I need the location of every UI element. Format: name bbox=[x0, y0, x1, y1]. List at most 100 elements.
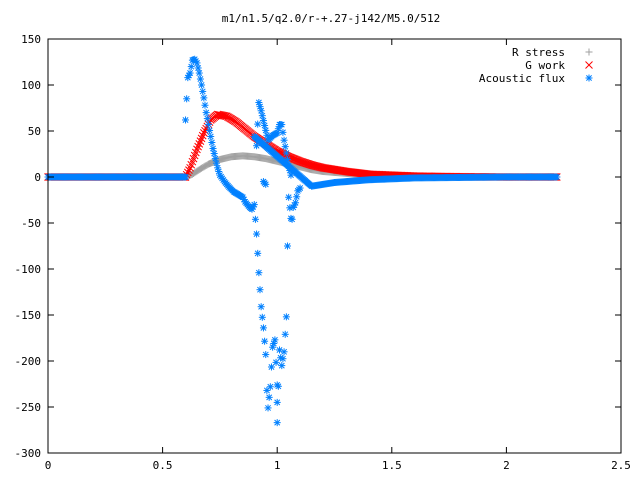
data-point bbox=[257, 303, 265, 311]
data-point bbox=[210, 150, 218, 158]
data-point bbox=[258, 112, 266, 120]
y-tick-label: -200 bbox=[15, 355, 42, 368]
data-point bbox=[279, 355, 287, 363]
data-point bbox=[248, 205, 256, 213]
x-tick-label: 1 bbox=[274, 459, 281, 472]
data-point bbox=[201, 101, 209, 109]
data-point bbox=[194, 142, 202, 151]
data-point bbox=[273, 398, 281, 406]
legend-marker bbox=[585, 61, 593, 69]
data-point bbox=[186, 69, 194, 77]
plot-frame bbox=[47, 38, 622, 454]
data-point bbox=[193, 145, 201, 154]
data-point bbox=[209, 144, 217, 152]
data-point bbox=[281, 330, 289, 338]
data-point bbox=[256, 286, 264, 294]
legend-label: Acoustic flux bbox=[479, 72, 565, 85]
x-tick-label: 2 bbox=[503, 459, 510, 472]
data-point bbox=[198, 81, 206, 89]
data-point bbox=[250, 201, 258, 209]
data-point bbox=[185, 166, 193, 174]
data-point bbox=[195, 140, 204, 148]
data-point bbox=[258, 313, 266, 321]
data-point bbox=[187, 63, 195, 71]
data-point bbox=[278, 362, 286, 370]
data-point bbox=[271, 336, 279, 344]
data-point bbox=[212, 159, 220, 167]
data-point bbox=[259, 117, 267, 125]
data-point bbox=[261, 337, 269, 345]
data-point bbox=[254, 249, 262, 257]
data-marks bbox=[44, 55, 561, 427]
data-point bbox=[202, 109, 210, 117]
data-point bbox=[262, 351, 270, 359]
y-tick-label: -250 bbox=[15, 401, 42, 414]
data-point bbox=[269, 343, 277, 351]
data-point bbox=[211, 155, 219, 163]
data-point bbox=[204, 121, 212, 129]
data-point bbox=[293, 193, 301, 201]
y-tick-label: 50 bbox=[28, 125, 41, 138]
data-point bbox=[274, 382, 282, 390]
data-point bbox=[285, 193, 293, 201]
y-tick-label: 100 bbox=[21, 79, 41, 92]
data-point bbox=[282, 149, 290, 157]
data-point bbox=[196, 137, 205, 145]
data-point bbox=[182, 116, 190, 124]
data-point bbox=[288, 215, 296, 223]
legend-label: G work bbox=[525, 59, 565, 72]
legend-marker bbox=[585, 48, 593, 56]
data-point bbox=[261, 121, 269, 129]
data-point bbox=[203, 115, 211, 123]
data-point bbox=[199, 87, 207, 95]
y-tick-label: -100 bbox=[15, 263, 42, 276]
data-point bbox=[206, 127, 214, 135]
data-point bbox=[280, 348, 288, 356]
y-tick-label: 0 bbox=[34, 171, 41, 184]
axes: 0 0.5 1 1.5 2 2.5 -300 -250 -200 -150 -100 -50 0 50 10… bbox=[15, 33, 631, 472]
data-point bbox=[267, 363, 275, 371]
data-point bbox=[207, 133, 215, 141]
legend-label: R stress bbox=[512, 46, 565, 59]
data-point bbox=[183, 95, 191, 103]
data-point bbox=[278, 121, 286, 129]
y-tick-label: -150 bbox=[15, 309, 42, 322]
data-point bbox=[292, 199, 300, 207]
data-point bbox=[553, 173, 561, 181]
data-point bbox=[208, 139, 216, 146]
data-point bbox=[181, 173, 189, 181]
data-point bbox=[264, 404, 272, 412]
data-point bbox=[257, 107, 265, 115]
data-point bbox=[282, 313, 290, 321]
data-point bbox=[194, 64, 202, 72]
data-point bbox=[200, 94, 208, 102]
y-tick-label: -50 bbox=[21, 217, 41, 230]
data-point bbox=[251, 215, 259, 223]
data-point bbox=[195, 69, 203, 77]
data-point bbox=[280, 136, 288, 144]
data-point bbox=[253, 230, 261, 238]
data-point bbox=[279, 128, 287, 136]
chart-title: m1/n1.5/q2.0/r-+.27-j142/M5.0/512 bbox=[222, 12, 441, 25]
x-tick-label: 0.5 bbox=[153, 459, 173, 472]
data-point bbox=[272, 358, 280, 366]
data-point bbox=[255, 269, 263, 277]
data-point bbox=[262, 180, 270, 188]
series-acoustic-flux bbox=[44, 55, 561, 427]
data-point bbox=[214, 164, 222, 172]
y-tick-label: 150 bbox=[21, 33, 41, 46]
data-point bbox=[259, 324, 267, 332]
x-tick-label: 2.5 bbox=[611, 459, 631, 472]
data-point bbox=[262, 126, 270, 134]
x-tick-label: 0 bbox=[45, 459, 52, 472]
data-point bbox=[197, 134, 206, 143]
data-point bbox=[193, 59, 201, 67]
data-point bbox=[198, 131, 207, 140]
data-point bbox=[273, 419, 281, 427]
x-tick-label: 1.5 bbox=[382, 459, 402, 472]
data-point bbox=[284, 242, 292, 250]
y-tick-label: -300 bbox=[15, 447, 42, 460]
